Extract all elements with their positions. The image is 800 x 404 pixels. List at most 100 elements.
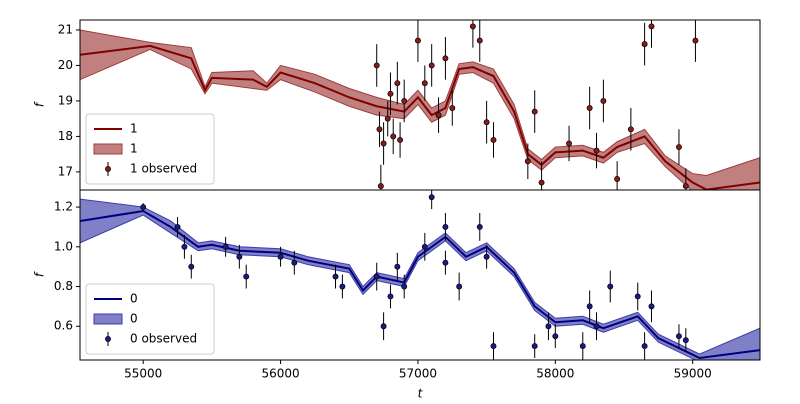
x-tick-label: 58000 — [536, 367, 574, 381]
observed-point — [552, 333, 559, 340]
observed-point — [531, 108, 538, 115]
y-tick-label: 19 — [58, 93, 73, 107]
observed-point — [380, 323, 387, 330]
y-tick-label: 1.2 — [54, 200, 73, 214]
x-tick-label: 59000 — [674, 367, 712, 381]
x-tick-label: 55000 — [124, 367, 162, 381]
observed-point — [648, 303, 655, 310]
observed-point — [421, 243, 428, 250]
legend-label: 1 observed — [130, 162, 197, 176]
observed-point — [641, 343, 648, 350]
observed-point — [384, 115, 391, 122]
observed-point — [531, 343, 538, 350]
observed-point — [648, 23, 655, 30]
observed-point — [483, 119, 490, 126]
y-tick-label: 20 — [58, 58, 73, 72]
observed-point — [593, 147, 600, 154]
observed-point — [614, 176, 621, 182]
observed-point — [545, 323, 552, 330]
observed-point — [456, 283, 463, 290]
observed-point — [442, 223, 449, 230]
observed-point — [449, 105, 456, 111]
x-tick-label: 57000 — [399, 367, 437, 381]
observed-point — [593, 323, 600, 330]
observed-point — [188, 263, 195, 270]
observed-point — [692, 37, 699, 44]
observed-point — [579, 343, 586, 350]
observed-point — [277, 253, 284, 260]
plot-area — [80, 190, 760, 360]
y-tick-label: 18 — [58, 129, 73, 143]
observed-point — [538, 179, 545, 186]
legend-swatch — [93, 313, 123, 325]
axes-frame — [79, 189, 761, 361]
x-axis-label: t — [418, 387, 424, 401]
observed-point — [380, 140, 387, 147]
observed-point — [236, 253, 243, 260]
observed-point — [490, 343, 497, 350]
observed-point — [387, 293, 394, 300]
observed-point — [675, 333, 682, 340]
model-line — [80, 210, 760, 360]
observed-point — [627, 126, 634, 133]
observed-point — [428, 194, 435, 201]
observed-point — [483, 253, 490, 260]
y-tick-label: 21 — [58, 22, 73, 36]
observed-point — [291, 259, 298, 266]
observed-point — [469, 23, 476, 30]
observed-point — [490, 137, 497, 143]
confidence-band — [80, 29, 760, 190]
legend-label: 0 observed — [130, 332, 197, 346]
observed-point — [682, 183, 689, 190]
observed-point — [397, 137, 404, 143]
observed-point — [394, 263, 401, 270]
observed-point — [387, 90, 394, 97]
observed-point — [174, 223, 181, 230]
observed-point — [222, 243, 229, 250]
observed-point — [524, 158, 531, 165]
y-tick-label: 1.0 — [54, 239, 73, 253]
model-line — [80, 44, 760, 190]
observed-point — [634, 293, 641, 300]
observed-point — [421, 80, 428, 87]
observed-point — [401, 97, 408, 104]
observed-point — [435, 112, 442, 119]
observed-point — [181, 243, 188, 250]
observed-point — [476, 37, 483, 44]
y-axis-label: f — [33, 101, 47, 107]
observed-point — [607, 283, 614, 290]
observed-point — [394, 80, 401, 87]
plot-area — [80, 20, 760, 190]
observed-point — [243, 273, 250, 280]
observed-point — [442, 259, 449, 266]
observed-point — [566, 140, 573, 147]
observed-point — [373, 62, 380, 69]
observed-point — [586, 105, 593, 111]
observed-point — [140, 204, 147, 211]
observed-point — [339, 283, 346, 290]
observed-point — [376, 126, 383, 133]
y-tick-label: 0.6 — [54, 319, 73, 333]
legend-box — [85, 283, 215, 355]
observed-point — [442, 55, 449, 62]
observed-point — [641, 41, 648, 48]
observed-point — [600, 97, 607, 104]
y-axis-label: f — [33, 271, 47, 277]
y-tick-label: 0.8 — [54, 279, 73, 293]
legend-swatch — [93, 143, 123, 155]
legend-box — [85, 113, 215, 185]
x-tick-label: 56000 — [261, 367, 299, 381]
legend-swatch — [105, 166, 111, 172]
observed-point — [675, 144, 682, 151]
observed-point — [377, 183, 384, 190]
observed-point — [428, 62, 435, 69]
observed-point — [373, 273, 380, 280]
observed-point — [390, 133, 397, 140]
observed-point — [414, 37, 421, 44]
legend-label: 0 — [130, 292, 138, 306]
observed-point — [586, 303, 593, 310]
y-tick-label: 17 — [58, 164, 73, 178]
legend-label: 0 — [130, 312, 138, 326]
observed-point — [401, 283, 408, 290]
